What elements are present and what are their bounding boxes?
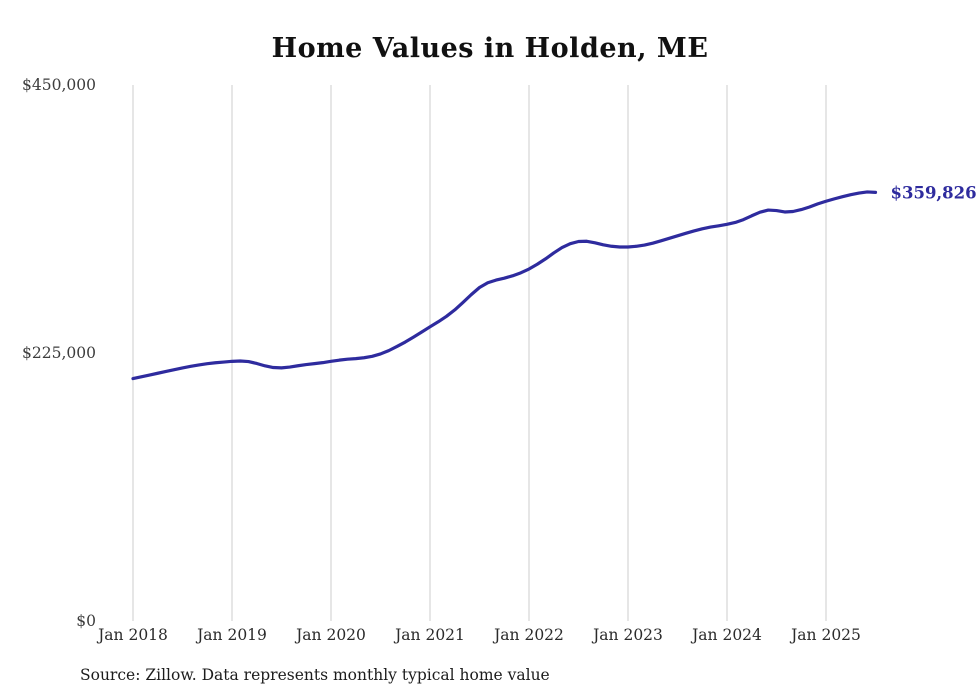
chart-title: Home Values in Holden, ME [271,33,709,64]
x-tick-label: Jan 2024 [690,626,762,644]
x-tick-label: Jan 2019 [195,626,267,644]
source-note: Source: Zillow. Data represents monthly … [80,666,550,684]
y-tick-label: $225,000 [22,344,96,362]
x-tick-label: Jan 2021 [393,626,465,644]
x-tick-label: Jan 2022 [492,626,564,644]
x-tick-label: Jan 2025 [789,626,861,644]
x-tick-label: Jan 2018 [96,626,168,644]
x-tick-label: Jan 2020 [294,626,366,644]
y-tick-label: $0 [76,612,96,630]
end-value-label: $359,826 [891,183,977,202]
home-value-series-line [131,190,878,381]
y-tick-label: $450,000 [22,76,96,94]
x-tick-label: Jan 2023 [591,626,663,644]
